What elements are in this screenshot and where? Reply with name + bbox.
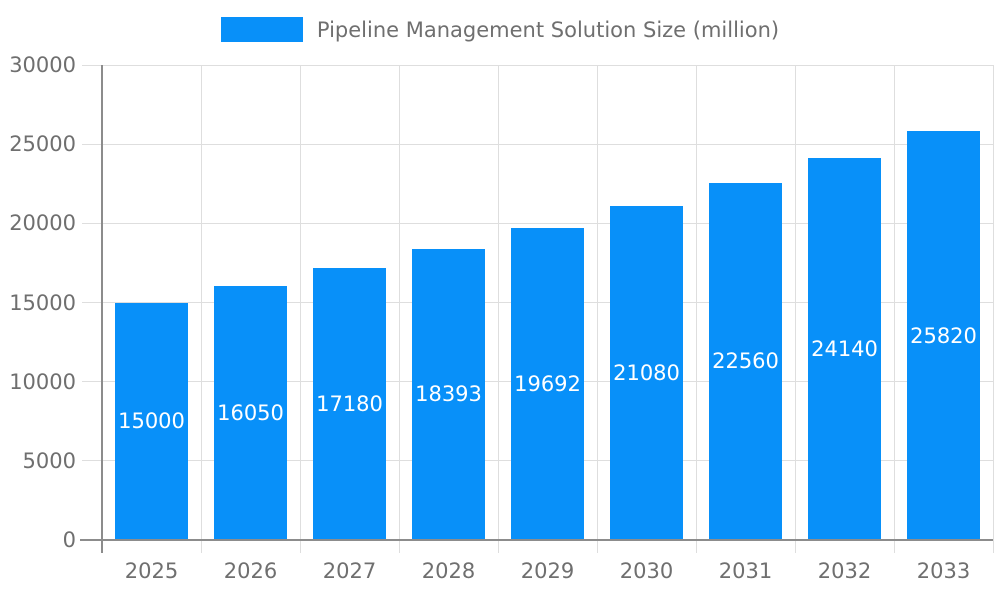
bar (511, 228, 584, 540)
v-gridline (794, 65, 796, 553)
x-tick-label: 2032 (817, 559, 872, 583)
v-gridline (893, 65, 895, 553)
x-axis-line (80, 539, 993, 541)
x-tick-label: 2030 (619, 559, 674, 583)
x-tick-label: 2027 (322, 559, 377, 583)
v-gridline (497, 65, 499, 553)
bar (610, 206, 683, 540)
x-tick-label: 2028 (421, 559, 476, 583)
bar-value-label: 15000 (118, 409, 185, 434)
bar (709, 182, 782, 540)
legend-swatch (220, 17, 303, 42)
v-gridline (299, 65, 301, 553)
v-gridline (200, 65, 202, 553)
y-tick-label: 10000 (9, 369, 76, 394)
bar-value-label: 22560 (712, 349, 779, 374)
y-tick-label: 25000 (9, 132, 76, 157)
bar (412, 248, 485, 540)
x-tick-label: 2033 (916, 559, 971, 583)
h-gridline (82, 143, 993, 145)
h-gridline (82, 222, 993, 224)
x-tick-label: 2026 (223, 559, 278, 583)
y-tick-label: 30000 (9, 53, 76, 77)
bar-value-label: 24140 (811, 336, 878, 361)
y-tick-label: 5000 (22, 448, 76, 473)
bar-value-label: 17180 (316, 391, 383, 416)
bar-value-label: 25820 (910, 323, 977, 348)
x-tick-label: 2031 (718, 559, 773, 583)
v-gridline (695, 65, 697, 553)
x-tick-label: 2025 (124, 559, 179, 583)
y-tick-label: 15000 (9, 290, 76, 315)
v-gridline (596, 65, 598, 553)
v-gridline (398, 65, 400, 553)
bar (907, 131, 980, 540)
bar-value-label: 18393 (415, 382, 482, 407)
bar-value-label: 19692 (514, 372, 581, 397)
v-gridline (992, 65, 994, 553)
y-tick-label: 20000 (9, 211, 76, 236)
h-gridline (82, 64, 993, 66)
x-tick-label: 2029 (520, 559, 575, 583)
plot-area: 0 5000 10000 15000 20000 25000 30000 15000 16050… (9, 53, 994, 583)
bar (808, 157, 881, 540)
bar-value-label: 16050 (217, 400, 284, 425)
bar (214, 285, 287, 540)
legend-label: Pipeline Management Solution Size (milli… (316, 17, 780, 42)
legend: Pipeline Management Solution Size (milli… (0, 17, 1000, 42)
y-axis-line (101, 65, 103, 553)
bar (313, 267, 386, 540)
bar (115, 302, 188, 540)
bar-value-label: 21080 (613, 361, 680, 386)
y-tick-label: 0 (62, 528, 76, 552)
